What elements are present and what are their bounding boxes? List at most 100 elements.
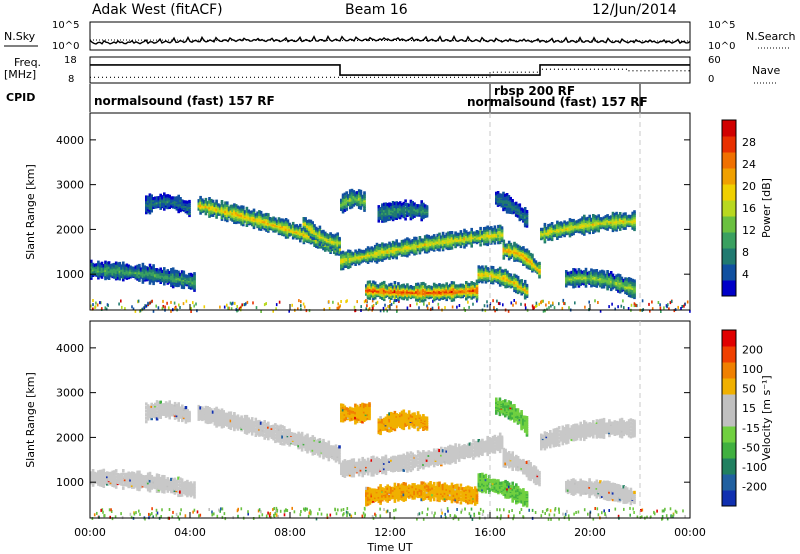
heatmap-cell: [224, 213, 227, 218]
heatmap-cell: [497, 234, 500, 238]
heatmap-cell: [568, 271, 572, 275]
heatmap-cell: [413, 204, 416, 208]
heatmap-cell: [182, 302, 185, 306]
heatmap-cell: [498, 231, 502, 235]
heatmap-cell: [286, 509, 289, 512]
heatmap-cell: [148, 195, 152, 199]
heatmap-cell: [348, 204, 352, 208]
heatmap-cell: [179, 209, 182, 213]
heatmap-cell: [490, 270, 493, 274]
heatmap-cell: [429, 245, 432, 249]
heatmap-cell: [259, 220, 263, 224]
heatmap-cell: [224, 205, 227, 209]
heatmap-cell: [556, 226, 559, 230]
heatmap-cell: [90, 263, 93, 267]
heatmap-cell: [390, 243, 393, 247]
heatmap-cell: [502, 197, 505, 201]
heatmap-cell: [509, 283, 513, 287]
heatmap-cell: [600, 217, 604, 221]
heatmap-cell: [400, 248, 404, 252]
heatmap-cell: [622, 212, 626, 216]
heatmap-cell: [259, 225, 263, 229]
heatmap-cell: [504, 268, 507, 272]
heatmap-cell: [618, 215, 622, 219]
heatmap-cell: [420, 286, 423, 291]
heatmap-cell: [371, 299, 374, 303]
heatmap-cell: [516, 284, 520, 288]
heatmap-cell: [179, 199, 182, 203]
heatmap-cell: [600, 283, 604, 287]
heatmap-cell: [91, 273, 95, 277]
heatmap-cell: [100, 267, 104, 271]
heatmap-cell: [631, 286, 634, 291]
heatmap-cell: [230, 307, 233, 311]
heatmap-cell: [391, 212, 395, 217]
heatmap-cell: [633, 215, 636, 219]
heatmap-cell: [532, 258, 536, 262]
heatmap-cell: [498, 266, 502, 270]
heatmap-cell: [525, 212, 529, 216]
heatmap-cell: [546, 307, 548, 311]
heatmap-cell: [516, 251, 520, 255]
heatmap-cell: [466, 282, 470, 286]
heatmap-cell: [520, 290, 523, 294]
heatmap-cell: [382, 294, 386, 298]
heatmap-cell: [90, 269, 93, 273]
heatmap-cell: [145, 200, 148, 204]
heatmap-cell: [523, 209, 527, 213]
heatmap-cell: [423, 237, 427, 241]
heatmap-cell: [557, 231, 561, 235]
heatmap-cell: [463, 307, 465, 311]
heatmap-cell: [318, 240, 322, 244]
heatmap-cell: [466, 293, 470, 297]
heatmap-cell: [633, 227, 636, 232]
heatmap-cell: [429, 295, 432, 299]
y-tick-label: 4000: [56, 134, 84, 147]
heatmap-cell: [502, 194, 505, 198]
heatmap-cell: [343, 259, 347, 263]
heatmap-cell: [617, 273, 620, 277]
heatmap-cell: [547, 233, 550, 237]
heatmap-cell: [215, 203, 218, 207]
heatmap-cell: [529, 264, 532, 268]
heatmap-cell: [90, 261, 93, 265]
heatmap-cell: [120, 270, 123, 274]
heatmap-cell: [177, 210, 180, 214]
heatmap-cell: [568, 232, 572, 236]
heatmap-cell: [631, 221, 634, 225]
heatmap-cell: [561, 224, 565, 228]
heatmap-cell: [465, 290, 468, 294]
heatmap-cell: [482, 230, 486, 234]
heatmap-cell: [606, 273, 609, 277]
heatmap-cell: [118, 302, 120, 306]
heatmap-cell: [633, 294, 636, 298]
heatmap-cell: [466, 289, 470, 293]
heatmap-cell: [406, 251, 409, 255]
heatmap-cell: [620, 218, 624, 222]
heatmap-cell: [624, 283, 627, 287]
heatmap-cell: [490, 267, 493, 271]
heatmap-cell: [611, 216, 615, 220]
heatmap-cell: [633, 220, 636, 224]
heatmap-cell: [627, 281, 631, 285]
heatmap-cell: [327, 244, 331, 248]
heatmap-cell: [547, 228, 550, 232]
heatmap-cell: [215, 209, 218, 213]
heatmap-cell: [393, 301, 395, 305]
heatmap-cell: [510, 301, 513, 305]
heatmap-cell: [236, 210, 240, 214]
heatmap-cell: [633, 213, 636, 217]
heatmap-cell: [615, 211, 618, 215]
heatmap-cell: [409, 199, 413, 203]
heatmap-cell: [572, 226, 575, 230]
heatmap-cell: [513, 245, 516, 249]
heatmap-cell: [588, 221, 591, 225]
heatmap-cell: [311, 233, 314, 237]
heatmap-cell: [242, 207, 245, 211]
heatmap-cell: [622, 221, 626, 225]
heatmap-cell: [516, 288, 520, 292]
heatmap-cell: [181, 206, 184, 210]
heatmap-cell: [148, 202, 152, 206]
heatmap-cell: [161, 306, 164, 310]
heatmap-cell: [125, 274, 129, 278]
